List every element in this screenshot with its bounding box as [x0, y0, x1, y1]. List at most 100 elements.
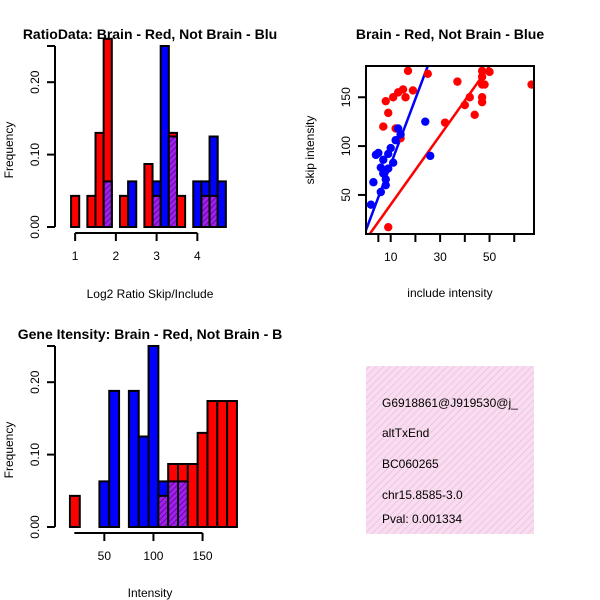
not-brain-point: [391, 136, 400, 145]
intensity-scatter-ylabel: skip intensity: [303, 116, 317, 185]
x-tick-label: 1: [72, 249, 79, 263]
intensity-scatter: Brain - Red, Not Brain - Blue 50 100 150 10…: [303, 26, 544, 300]
brain-point: [381, 96, 390, 106]
info-gene-id: G6918861@J919530@j_: [382, 396, 518, 410]
brain-point: [477, 72, 487, 81]
brain-point: [477, 66, 487, 76]
brain-point: [465, 93, 474, 102]
overlap-bar: [177, 480, 189, 528]
brain-point: [384, 222, 393, 232]
brain-bar: [143, 163, 154, 228]
not-brain-point: [426, 151, 435, 161]
brain-bar: [94, 131, 105, 229]
brain-bar: [70, 194, 81, 228]
not-brain-point: [369, 178, 378, 187]
gene-intensity-histogram-bars: [68, 345, 238, 529]
not-brain-bar: [192, 180, 203, 228]
y-tick-label: 100: [339, 136, 353, 156]
brain-point: [480, 80, 489, 89]
brain-point: [477, 97, 487, 107]
x-tick-label: 50: [483, 250, 497, 264]
not-brain-bar: [127, 180, 138, 228]
y-tick-label: 50: [339, 188, 353, 202]
x-tick-label: 30: [433, 250, 447, 264]
info-event-type: altTxEnd: [382, 426, 429, 440]
brain-point: [403, 66, 413, 76]
ratio-histogram-xlabel: Log2 Ratio Skip/Include: [87, 287, 214, 301]
gene-intensity-histogram-ylabel: Frequency: [2, 422, 16, 479]
gene-intensity-histogram-title: Gene Itensity: Brain - Red, Not Brain - …: [18, 326, 282, 342]
overlap-bar: [208, 194, 219, 228]
not-brain-point: [421, 117, 430, 126]
not-brain-trend-line: [366, 66, 429, 231]
not-brain-point: [374, 148, 383, 158]
not-brain-point: [384, 164, 393, 173]
ratio-histogram-ylabel: Frequency: [2, 122, 16, 179]
brain-bar: [216, 400, 229, 528]
x-tick-label: 100: [143, 549, 163, 563]
y-tick-label: 0.20: [28, 70, 42, 94]
brain-bar: [206, 400, 219, 528]
overlap-bar: [167, 480, 180, 528]
not-brain-point: [386, 143, 395, 153]
y-tick-label: 0.00: [28, 215, 42, 239]
not-brain-point: [396, 130, 405, 139]
gene-intensity-histogram: Gene Itensity: Brain - Red, Not Brain - …: [2, 326, 282, 600]
ratio-histogram: RatioData: Brain - Red, Not Brain - Blu …: [2, 26, 277, 301]
not-brain-bar: [159, 45, 170, 228]
not-brain-point: [366, 200, 376, 209]
ratio-histogram-bars: [70, 37, 227, 229]
brain-point: [398, 85, 408, 94]
info-panel-background: [366, 366, 534, 534]
info-pval: Pval: 0.001334: [382, 512, 462, 526]
brain-point: [485, 67, 494, 77]
x-tick-label: 50: [98, 549, 112, 563]
intensity-scatter-title: Brain - Red, Not Brain - Blue: [356, 26, 544, 42]
brain-bar: [186, 463, 199, 528]
plot-frame: [365, 65, 535, 235]
gene-intensity-histogram-axes: 0.00 0.10 0.20 50 100 150: [28, 345, 213, 563]
overlap-bar: [167, 135, 178, 228]
gene-intensity-histogram-xlabel: Intensity: [128, 586, 173, 600]
brain-point: [401, 93, 410, 102]
brain-point: [384, 108, 393, 118]
y-tick-label: 150: [339, 87, 353, 107]
overlap-bar: [151, 194, 162, 228]
not-brain-bar: [98, 480, 111, 528]
ratio-histogram-title: RatioData: Brain - Red, Not Brain - Blu: [23, 26, 277, 42]
overlap-bar: [200, 194, 211, 228]
x-tick-label: 10: [384, 250, 398, 264]
brain-point: [379, 122, 388, 131]
y-tick-label: 0.00: [28, 515, 42, 539]
brain-point: [440, 118, 450, 127]
overlap-bar: [157, 494, 170, 529]
not-brain-bar: [137, 435, 150, 528]
not-brain-bar: [147, 345, 160, 528]
brain-point: [527, 80, 534, 89]
brain-point: [423, 69, 432, 79]
brain-point: [453, 77, 462, 86]
brain-bar: [86, 194, 97, 228]
not-brain-point: [381, 175, 390, 184]
info-panel: G6918861@J919530@j_ altTxEnd BC060265 ch…: [366, 366, 534, 534]
not-brain-bar: [108, 389, 121, 528]
info-accession: BC060265: [382, 457, 439, 471]
brain-point: [460, 100, 470, 110]
not-brain-bar: [216, 180, 227, 228]
brain-bar: [196, 431, 209, 529]
x-tick-label: 3: [153, 249, 160, 263]
info-location: chr15.8585-3.0: [382, 488, 463, 502]
not-brain-point: [381, 180, 390, 190]
not-brain-point: [379, 155, 388, 164]
brain-bar: [68, 494, 81, 529]
brain-point: [408, 86, 418, 95]
x-tick-label: 150: [193, 549, 213, 563]
not-brain-point: [376, 187, 386, 197]
brain-bar: [226, 400, 238, 528]
y-tick-label: 0.20: [28, 370, 42, 394]
brain-bar: [175, 194, 187, 228]
y-tick-label: 0.10: [28, 143, 42, 167]
y-tick-label: 0.10: [28, 443, 42, 467]
x-tick-label: 2: [113, 249, 120, 263]
